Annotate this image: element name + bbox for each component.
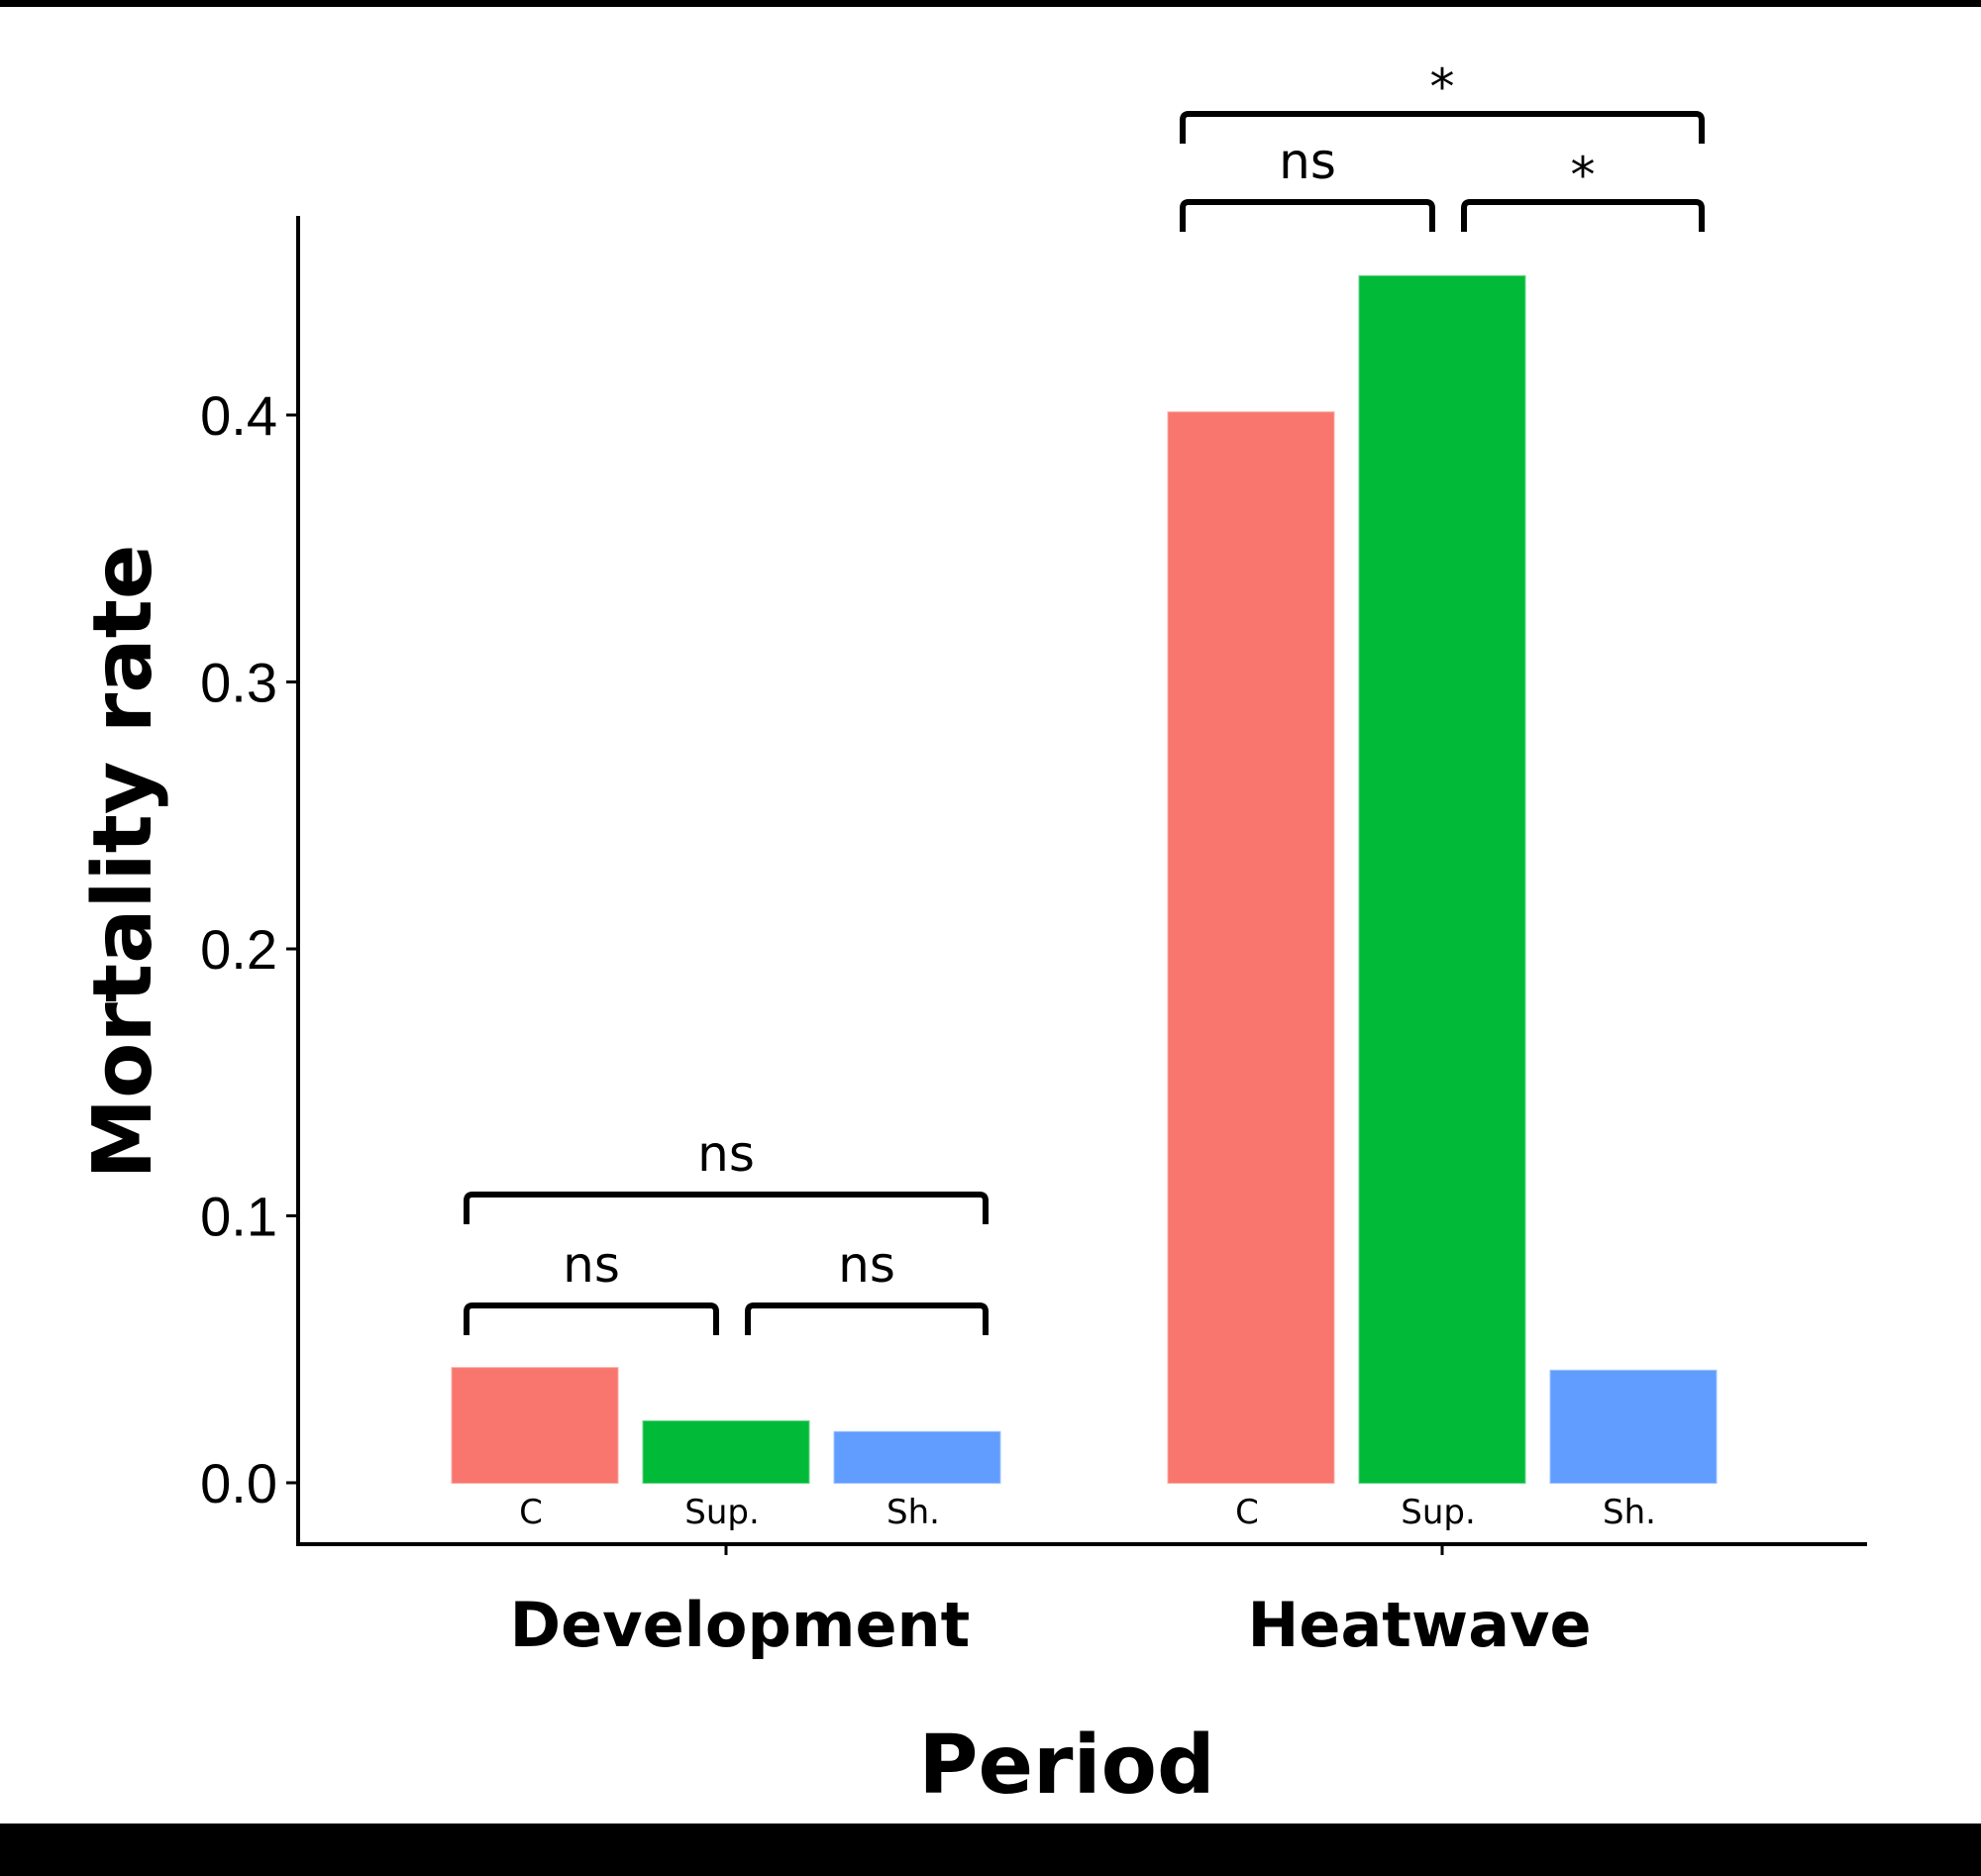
bottom-border-band xyxy=(0,1824,1981,1876)
y-tick-label: 0.0 xyxy=(200,1452,277,1514)
significance-label: * xyxy=(1430,58,1455,116)
y-tick-label: 0.4 xyxy=(200,384,277,447)
x-axis-title: Period xyxy=(918,1719,1214,1813)
x-tick-label: Heatwave xyxy=(1248,1589,1592,1661)
significance-label: ns xyxy=(697,1125,755,1183)
significance-bracket xyxy=(464,1303,719,1335)
significance-bracket xyxy=(1180,199,1435,232)
subcategory-label: C xyxy=(519,1493,543,1532)
subcategory-label: Sup. xyxy=(1401,1493,1476,1532)
significance-bracket xyxy=(464,1192,989,1224)
y-tick-label: 0.3 xyxy=(200,652,277,714)
significance-bracket xyxy=(745,1303,989,1335)
x-ticks-layer: Development Heatwave xyxy=(510,1544,1592,1661)
x-tick-label: Development xyxy=(510,1589,971,1661)
significance-bracket xyxy=(1461,199,1705,232)
bar-development-c xyxy=(451,1367,619,1484)
bar-development-sup xyxy=(642,1420,810,1485)
significance-label: * xyxy=(1571,147,1596,204)
subcategory-label: Sh. xyxy=(1603,1493,1656,1532)
bar-development-sh xyxy=(833,1430,1001,1485)
significance-bracket xyxy=(1180,111,1705,144)
y-ticks-layer: 0.0 0.1 0.2 0.3 0.4 xyxy=(200,384,298,1514)
bar-chart: 0.0 0.1 0.2 0.3 0.4 Development Heatwave C Sup… xyxy=(76,58,1867,1813)
subcategory-label: Sh. xyxy=(886,1493,940,1532)
axes-layer xyxy=(296,216,1867,1546)
subcategory-label: C xyxy=(1235,1493,1259,1532)
significance-annotations-layer: ns ns ns ns * * xyxy=(464,58,1705,1335)
significance-label: ns xyxy=(563,1236,620,1294)
subcategory-label: Sup. xyxy=(684,1493,760,1532)
significance-label: ns xyxy=(838,1236,895,1294)
top-border-strip xyxy=(0,0,1981,7)
subcategory-labels-layer: C Sup. Sh. C Sup. Sh. xyxy=(519,1493,1656,1532)
bar-heatwave-sh xyxy=(1549,1369,1718,1485)
bar-heatwave-sup xyxy=(1358,274,1526,1484)
significance-label: ns xyxy=(1279,133,1336,190)
y-tick-label: 0.2 xyxy=(200,918,277,981)
bars-layer xyxy=(451,274,1718,1485)
y-tick-label: 0.1 xyxy=(200,1186,277,1248)
bar-heatwave-c xyxy=(1167,411,1335,1484)
y-axis-title: Mortality rate xyxy=(76,545,170,1180)
